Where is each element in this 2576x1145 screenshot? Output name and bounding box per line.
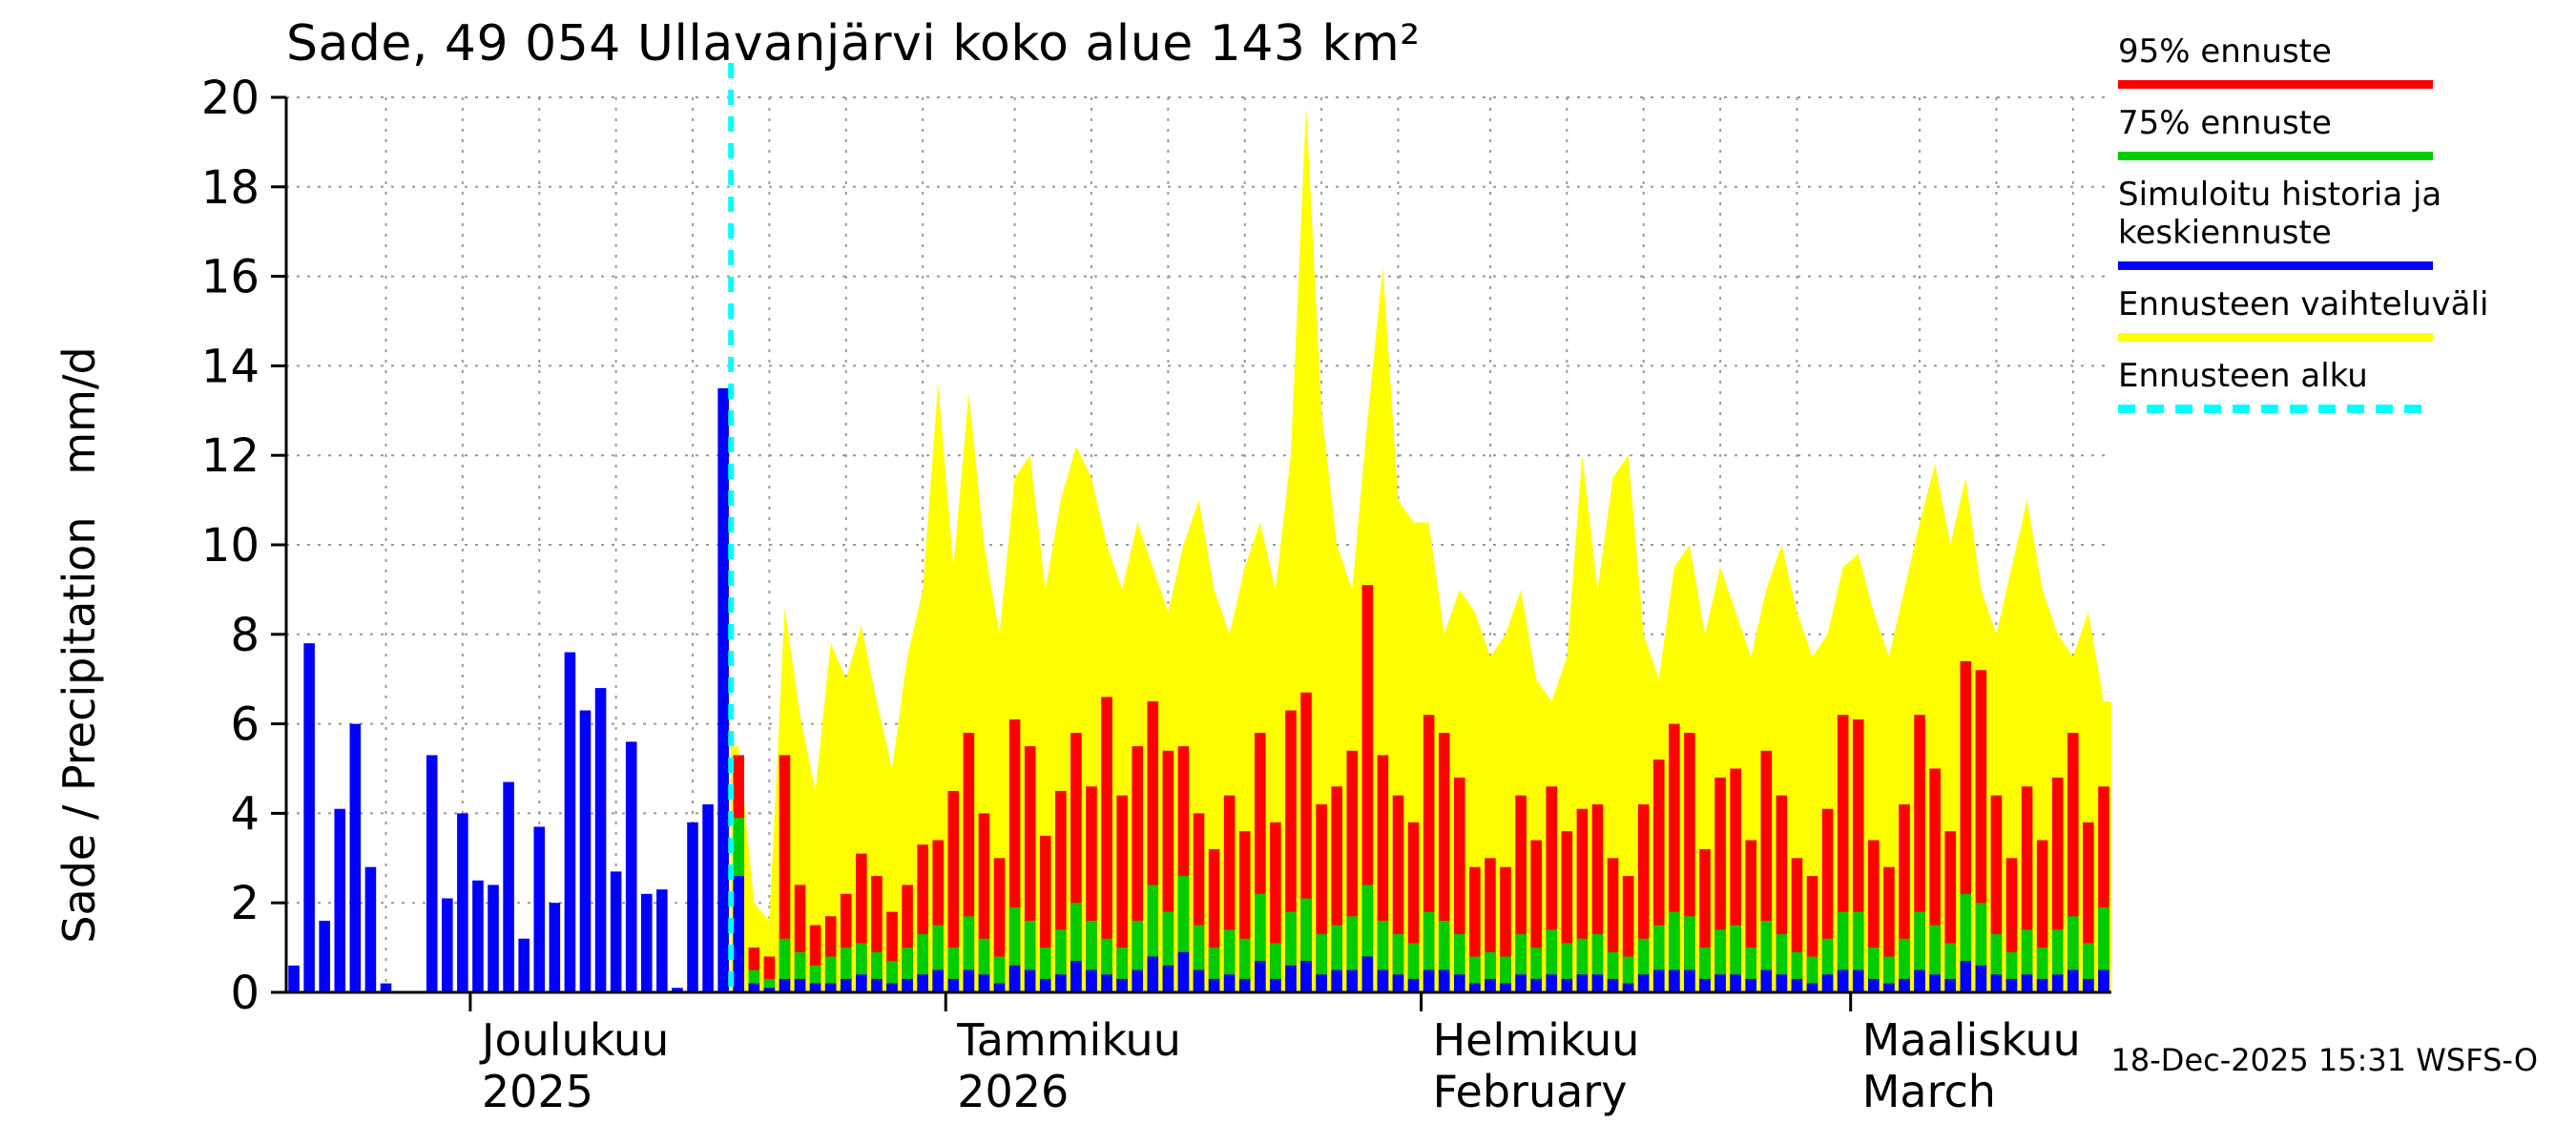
svg-text:0: 0 — [230, 967, 260, 1020]
blue-line-icon — [2118, 261, 2433, 271]
svg-text:6: 6 — [230, 698, 260, 752]
legend-label-simulated-history: Simuloitu historia ja keskiennuste — [2118, 175, 2442, 253]
page-title: Sade, 49 054 Ullavanjärvi koko alue 143 … — [286, 15, 1421, 73]
legend-label-forecast-range: Ennusteen vaihteluväli — [2118, 285, 2489, 324]
legend: 95% ennuste 75% ennuste Simuloitu histor… — [2118, 32, 2519, 428]
legend-label-forecast-start: Ennusteen alku — [2118, 356, 2368, 395]
svg-text:16: 16 — [201, 251, 260, 304]
legend-label-95-forecast: 95% ennuste — [2118, 32, 2332, 71]
legend-item-forecast-start: Ennusteen alku — [2118, 357, 2519, 413]
svg-text:18: 18 — [201, 161, 260, 215]
timestamp: 18-Dec-2025 15:31 WSFS-O — [2110, 1042, 2538, 1078]
legend-item-75-forecast: 75% ennuste — [2118, 104, 2519, 160]
svg-text:8: 8 — [230, 609, 260, 662]
svg-text:12: 12 — [201, 429, 260, 483]
red-line-icon — [2118, 79, 2433, 89]
legend-item-95-forecast: 95% ennuste — [2118, 32, 2519, 89]
svg-text:Maaliskuu: Maaliskuu — [1862, 1014, 2081, 1066]
svg-text:14: 14 — [201, 340, 260, 393]
svg-text:March: March — [1862, 1066, 1996, 1117]
svg-text:Tammikuu: Tammikuu — [956, 1014, 1181, 1066]
legend-label-75-forecast: 75% ennuste — [2118, 103, 2332, 142]
cyan-dashed-line-icon — [2118, 404, 2433, 413]
green-line-icon — [2118, 151, 2433, 160]
legend-item-simulated-history: Simuloitu historia ja keskiennuste — [2118, 176, 2519, 271]
svg-text:Joulukuu: Joulukuu — [479, 1014, 669, 1066]
svg-text:10: 10 — [201, 519, 260, 572]
svg-text:2025: 2025 — [482, 1066, 593, 1117]
svg-text:4: 4 — [230, 787, 260, 841]
legend-item-forecast-range: Ennusteen vaihteluväli — [2118, 285, 2519, 342]
yellow-line-icon — [2118, 332, 2433, 342]
svg-text:20: 20 — [201, 72, 260, 125]
svg-text:2: 2 — [230, 877, 260, 930]
svg-text:Helmikuu: Helmikuu — [1433, 1014, 1640, 1066]
svg-text:2026: 2026 — [957, 1066, 1069, 1117]
svg-text:February: February — [1433, 1066, 1628, 1117]
